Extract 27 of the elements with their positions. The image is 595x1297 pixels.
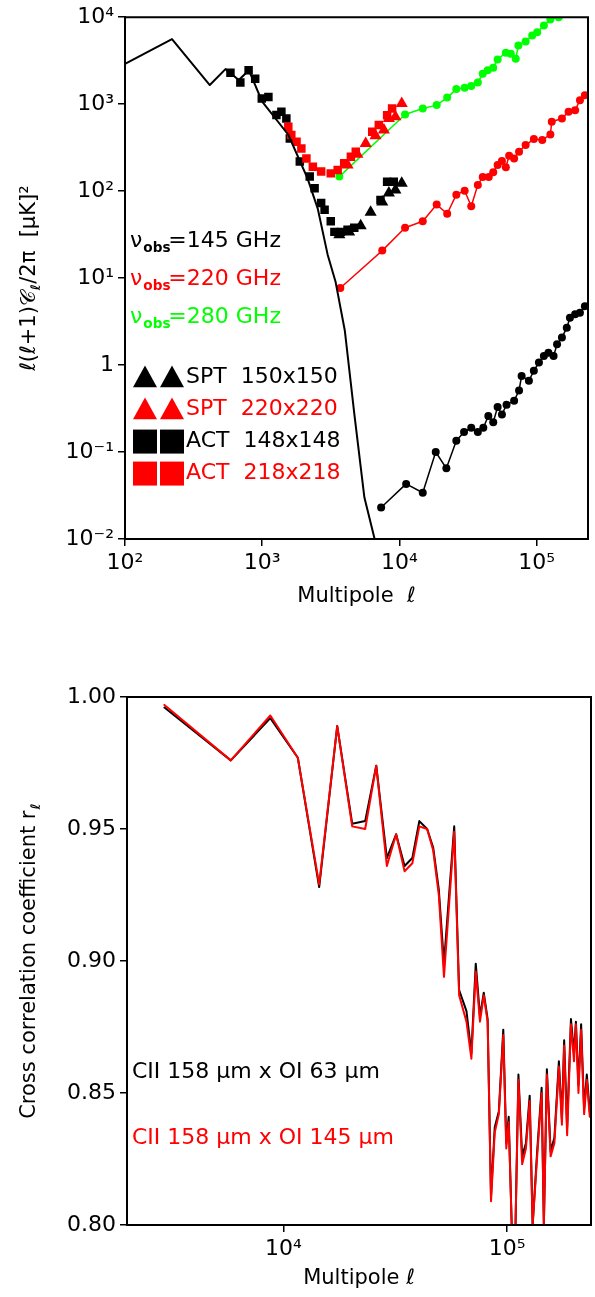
y-tick-label: 10¹ (77, 263, 114, 289)
legend-label: SPT 150x150 (186, 363, 338, 389)
text: CII 158 μm x OI 145 μm (132, 1123, 394, 1149)
x-tick-label: 10⁵ (488, 1234, 526, 1260)
y-tick-label: 10⁴ (77, 2, 115, 28)
y-tick-label: 10⁻¹ (65, 437, 114, 463)
y-tick-label: 0.85 (67, 1078, 116, 1104)
x-axis-title: Multipole ℓ (303, 1265, 415, 1290)
x-tick-label: 10² (106, 548, 144, 574)
x-axis-title: Multipole ℓ (297, 583, 416, 608)
y-axis-title: ℓ(ℓ+1)𝒞ℓ/2π [μK]² (16, 185, 43, 372)
legend-label: SPT 220x220 (186, 395, 338, 421)
text: CII 158 μm x OI 63 μm (132, 1057, 380, 1083)
x-tick-label: 10³ (243, 548, 281, 574)
y-tick-label: 0.95 (67, 814, 116, 840)
y-tick-label: 0.90 (67, 946, 116, 972)
x-tick-label: 10⁵ (518, 548, 555, 574)
legend-label: ACT 218x218 (186, 459, 341, 485)
y-tick-label: 10⁻² (65, 524, 114, 550)
y-tick-label: 10² (77, 176, 114, 202)
y-tick-label: 1 (100, 350, 114, 376)
y-tick-label: 0.80 (67, 1210, 116, 1236)
y-tick-label: 1.00 (67, 682, 116, 708)
legend-label: ACT 148x148 (186, 427, 341, 453)
x-tick-label: 10⁴ (380, 548, 418, 574)
y-axis-title: Cross correlation coefficient rℓ (16, 803, 43, 1119)
y-tick-label: 10³ (77, 89, 114, 115)
